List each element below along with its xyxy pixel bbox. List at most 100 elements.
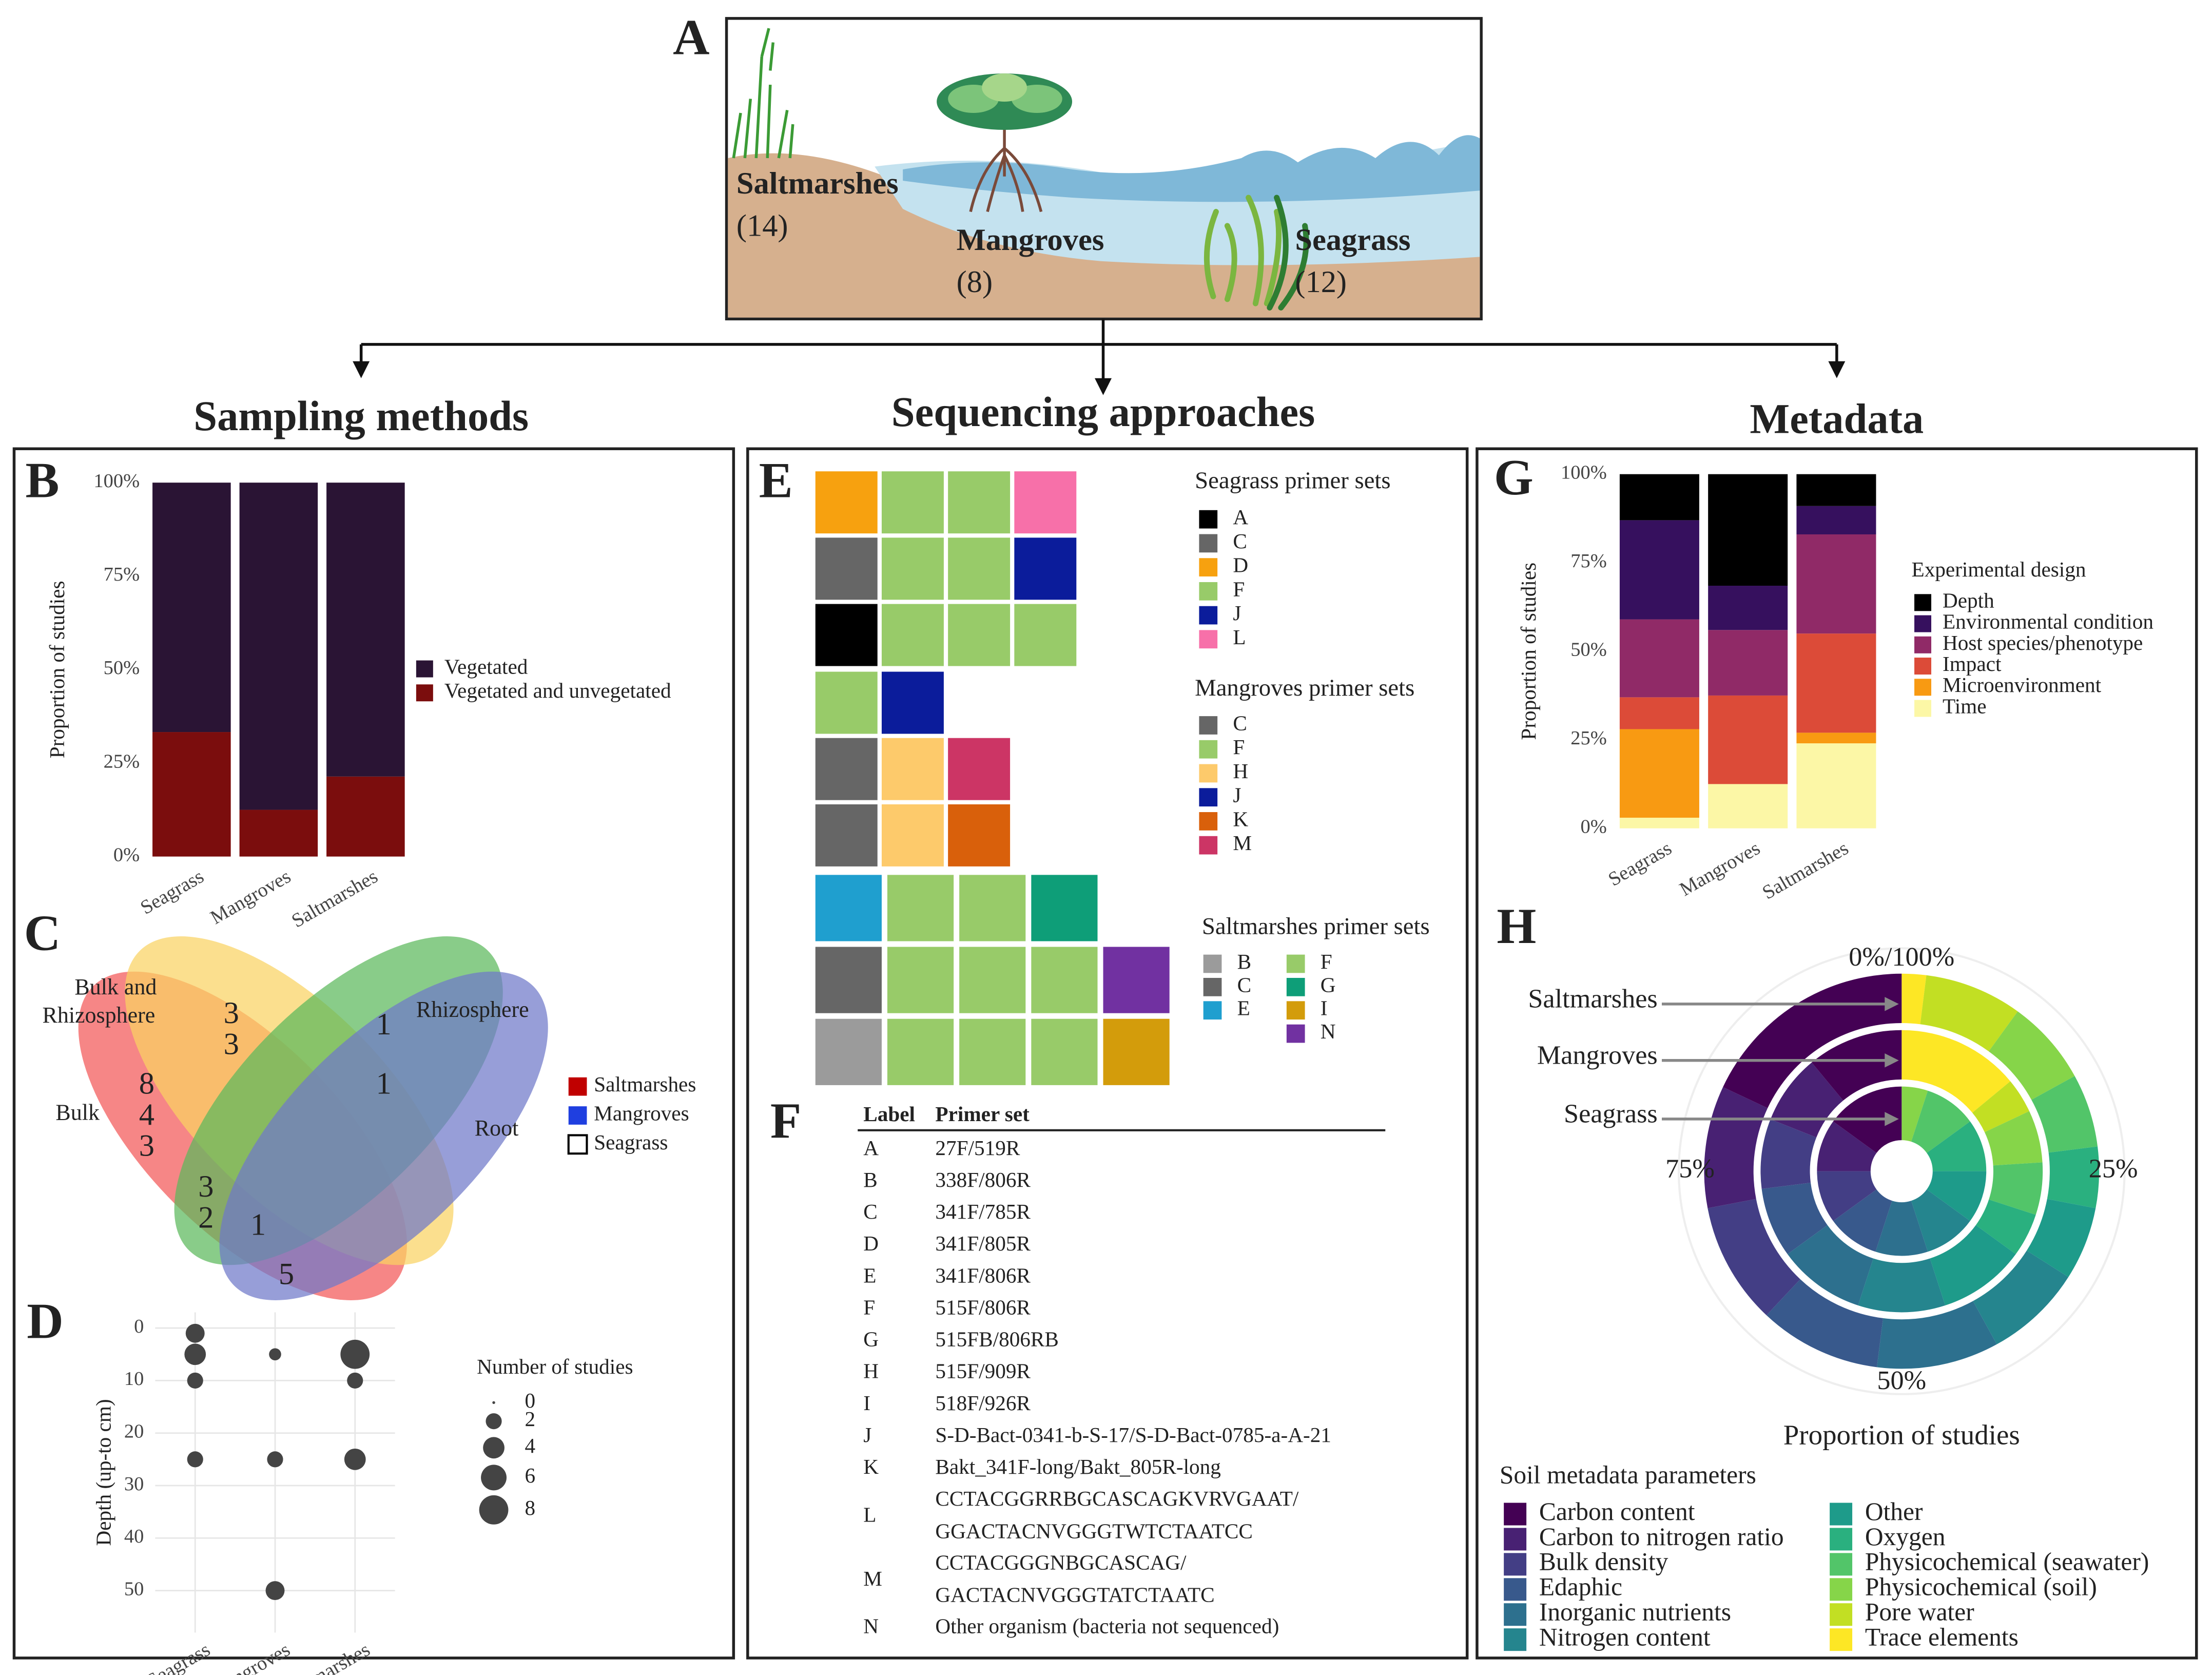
table-header: Primer set [935,1102,1030,1126]
y-tick-label: 0% [1581,816,1607,837]
primer-cell [887,1018,954,1085]
legend-label: C [1233,711,1247,735]
legend-bubble [486,1413,502,1430]
waves [903,135,1480,202]
table-label: A [863,1136,879,1160]
legend-label: A [1233,505,1248,529]
table-primer: GGACTACNVGGGTWTCTAATCC [935,1519,1253,1543]
venn-count: 3 [224,1027,239,1062]
legend-label: Environmental condition [1943,610,2153,633]
legend-label: K [1233,807,1248,831]
bubble [265,1581,285,1601]
panel-label: H [1497,898,1536,954]
table-primer: CCTACGGRRBGCASCAGKVRVGAAT/ [935,1487,1299,1510]
primer-cell [815,671,878,734]
legend-label: Microenvironment [1943,673,2102,697]
primer-cell [1014,471,1077,534]
legend-label: N [1321,1019,1336,1043]
venn-count: 2 [198,1201,214,1235]
bar-segment [1708,586,1788,630]
ring-segment [1877,1301,1997,1369]
legend-label: Carbon to nitrogen ratio [1539,1523,1784,1551]
ring-segment [1927,1171,1987,1221]
ring-arrowhead [1885,1112,1899,1126]
primer-cell [1014,537,1077,600]
legend-swatch [1914,700,1932,717]
x-tick-label: Seagrass [137,865,208,919]
legend-label: Physicochemical (soil) [1865,1573,2097,1601]
grid-circle [1677,947,2126,1395]
connector [359,319,1838,381]
legend-label: 4 [525,1434,536,1457]
bar-segment [1796,733,1876,744]
legend-label: H [1233,759,1248,783]
bar-segment [1796,633,1876,733]
primer-cell [959,1018,1026,1085]
ring-segment [1787,1225,1874,1305]
legend-label: Edaphic [1539,1573,1622,1601]
ring-segment [1833,1189,1892,1252]
legend-label: F [1321,950,1332,973]
legend-label: J [1233,601,1241,625]
bar-segment [1796,474,1876,506]
panel-label: E [759,452,793,508]
legend-label: J [1233,783,1241,807]
table-primer: Other organism (bacteria not sequenced) [935,1614,1279,1639]
legend-swatch [1914,615,1932,632]
legend-swatch [1914,636,1932,653]
y-axis-label: Depth (up-to cm) [92,1399,116,1546]
habitat-name: Seagrass [1295,223,1410,257]
panel-frame [746,447,1469,1660]
x-tick-label: Seagrass [1605,837,1676,891]
y-tick-label: 30 [124,1473,144,1495]
legend-swatch [1830,1503,1853,1526]
legend-swatch [1199,558,1218,576]
angle-tick-label: 25% [2089,1154,2138,1184]
y-tick-label: 10 [124,1368,144,1390]
primer-cell [948,604,1011,666]
legend-bubble [481,1465,507,1491]
bubble [187,1451,203,1468]
marsh-grass [732,28,794,159]
legend-swatch [1830,1603,1853,1626]
bubble [184,1343,206,1365]
venn-set-label: Root [475,1115,519,1141]
legend-swatch [567,1134,588,1155]
ring-label: Saltmarshes [1528,984,1657,1013]
venn-count: 3 [198,1169,214,1204]
legend-swatch [1199,788,1218,807]
bar-segment [1796,743,1876,829]
y-tick-label: 50% [104,657,140,679]
legend-title: Saltmarshes primer sets [1202,913,1430,940]
legend-swatch [1199,764,1218,783]
plots: B0%25%50%75%100%Proportion of studiesSea… [24,450,2153,1675]
ring-segment [1930,1225,2016,1305]
panel-label: C [24,906,61,961]
legend-swatch [1286,1024,1305,1043]
legend-swatch [1914,658,1932,675]
table-header: Label [863,1102,915,1126]
legend-swatch [1914,679,1932,696]
legend-swatch [568,1077,587,1096]
venn-count: 3 [224,996,239,1030]
primer-cell [948,804,1011,867]
legend-label: Seagrass [594,1130,668,1154]
primer-cell [959,875,1026,941]
x-tick-label: Saltmarshes [288,865,381,932]
venn-set-label: Rhizosphere [416,997,529,1022]
ring-segment [1901,1030,2011,1113]
table-label: L [863,1503,876,1527]
legend-label: Other [1865,1497,1923,1526]
bubble [185,1323,205,1343]
habitat-count: (8) [957,265,993,299]
bar-segment [1619,817,1699,829]
legend-swatch [416,684,433,702]
legend-label: Nitrogen content [1539,1623,1711,1651]
habitat-count: (12) [1295,265,1347,299]
table-primer: 341F/806R [935,1263,1031,1287]
venn-count: 8 [139,1067,154,1101]
legend-label: B [1237,950,1252,973]
y-tick-label: 0% [113,844,140,865]
legend-title: Experimental design [1912,557,2086,581]
primer-cell [881,471,944,534]
